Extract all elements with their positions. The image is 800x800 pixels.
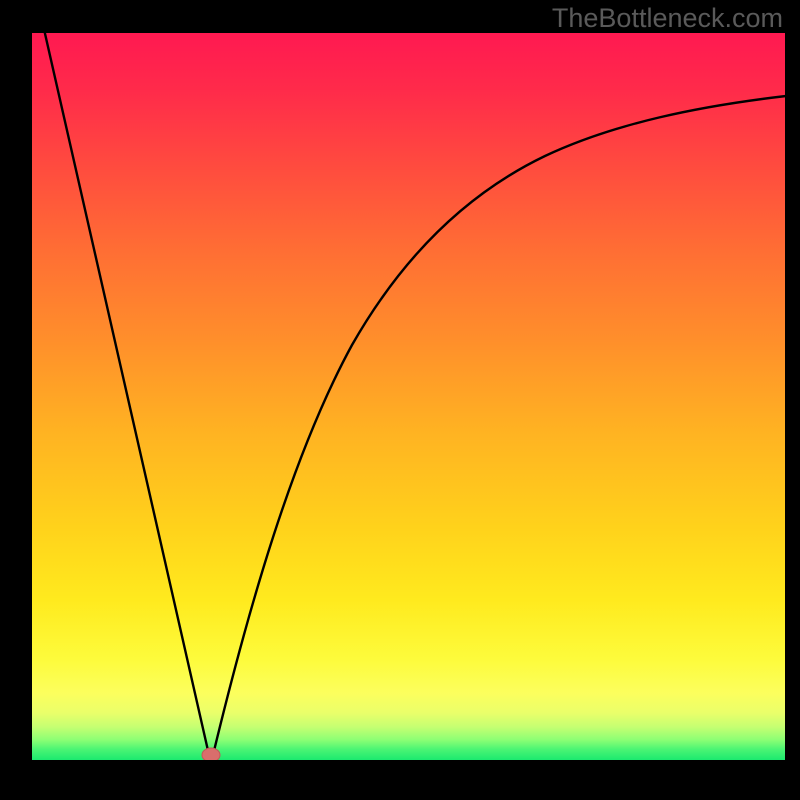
trough-marker (202, 748, 220, 762)
bottleneck-curve (0, 0, 800, 800)
